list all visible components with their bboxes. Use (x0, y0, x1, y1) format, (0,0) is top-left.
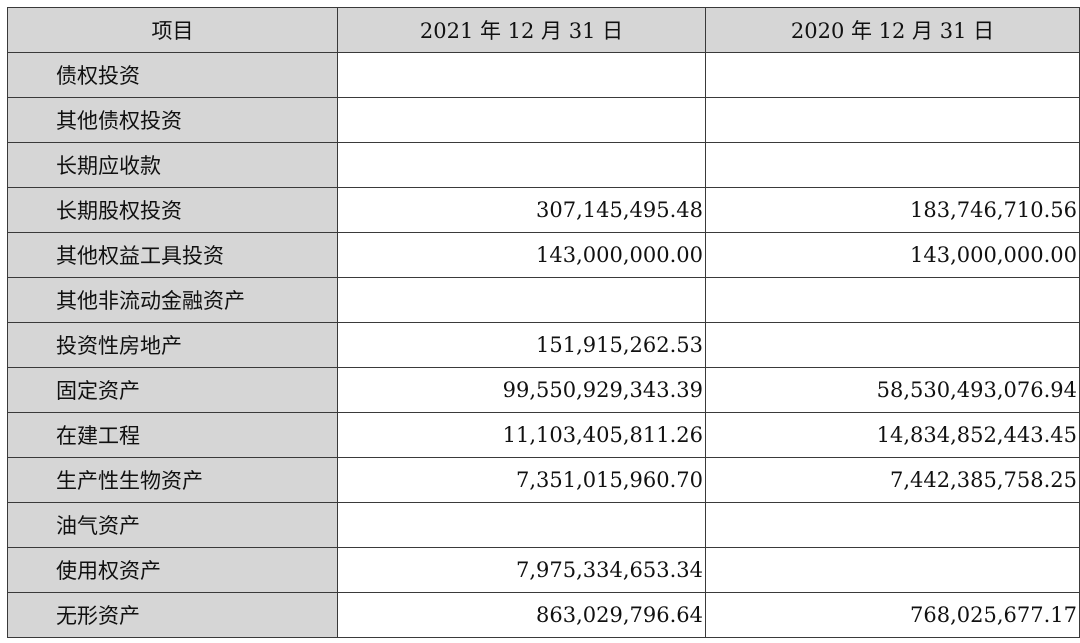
row-item-label: 长期应收款 (7, 142, 338, 188)
row-value-2021: 7,975,334,653.34 (337, 547, 706, 593)
table-row: 油气资产 (7, 502, 1080, 548)
table-header-row: 项目 2021 年 12 月 31 日 2020 年 12 月 31 日 (7, 7, 1080, 53)
row-value-2021 (337, 277, 706, 323)
row-value-2021: 11,103,405,811.26 (337, 412, 706, 458)
row-value-2020 (705, 277, 1080, 323)
row-item-label: 无形资产 (7, 592, 338, 638)
row-value-2021: 307,145,495.48 (337, 187, 706, 233)
row-value-2021 (337, 52, 706, 98)
row-item-label: 其他权益工具投资 (7, 232, 338, 278)
table-row: 固定资产 99,550,929,343.39 58,530,493,076.94 (7, 367, 1080, 413)
row-item-label: 固定资产 (7, 367, 338, 413)
table-row: 其他债权投资 (7, 97, 1080, 143)
table-row: 在建工程 11,103,405,811.26 14,834,852,443.45 (7, 412, 1080, 458)
row-item-label: 油气资产 (7, 502, 338, 548)
row-value-2020 (705, 142, 1080, 188)
table-row: 债权投资 (7, 52, 1080, 98)
table-row: 长期应收款 (7, 142, 1080, 188)
table-row: 投资性房地产 151,915,262.53 (7, 322, 1080, 368)
row-item-label: 生产性生物资产 (7, 457, 338, 503)
row-value-2020 (705, 547, 1080, 593)
row-item-label: 其他非流动金融资产 (7, 277, 338, 323)
header-item: 项目 (7, 7, 338, 53)
row-value-2020: 143,000,000.00 (705, 232, 1080, 278)
table-row: 使用权资产 7,975,334,653.34 (7, 547, 1080, 593)
row-value-2021 (337, 97, 706, 143)
row-value-2021: 151,915,262.53 (337, 322, 706, 368)
row-value-2021 (337, 142, 706, 188)
row-item-label: 投资性房地产 (7, 322, 338, 368)
row-value-2020 (705, 52, 1080, 98)
row-value-2020: 183,746,710.56 (705, 187, 1080, 233)
row-item-label: 使用权资产 (7, 547, 338, 593)
row-value-2021: 863,029,796.64 (337, 592, 706, 638)
row-value-2020 (705, 502, 1080, 548)
row-value-2020 (705, 322, 1080, 368)
table-row: 其他非流动金融资产 (7, 277, 1080, 323)
row-value-2020: 7,442,385,758.25 (705, 457, 1080, 503)
row-value-2021 (337, 502, 706, 548)
row-item-label: 其他债权投资 (7, 97, 338, 143)
table-row: 其他权益工具投资 143,000,000.00 143,000,000.00 (7, 232, 1080, 278)
table-row: 无形资产 863,029,796.64 768,025,677.17 (7, 592, 1080, 638)
row-value-2021: 99,550,929,343.39 (337, 367, 706, 413)
table-row: 长期股权投资 307,145,495.48 183,746,710.56 (7, 187, 1080, 233)
row-value-2020: 14,834,852,443.45 (705, 412, 1080, 458)
row-value-2021: 7,351,015,960.70 (337, 457, 706, 503)
row-item-label: 债权投资 (7, 52, 338, 98)
row-value-2021: 143,000,000.00 (337, 232, 706, 278)
row-item-label: 在建工程 (7, 412, 338, 458)
header-2020: 2020 年 12 月 31 日 (705, 7, 1080, 53)
row-value-2020 (705, 97, 1080, 143)
row-item-label: 长期股权投资 (7, 187, 338, 233)
table-row: 生产性生物资产 7,351,015,960.70 7,442,385,758.2… (7, 457, 1080, 503)
header-2021: 2021 年 12 月 31 日 (337, 7, 706, 53)
row-value-2020: 768,025,677.17 (705, 592, 1080, 638)
balance-sheet-table: 项目 2021 年 12 月 31 日 2020 年 12 月 31 日 债权投… (7, 7, 1080, 638)
row-value-2020: 58,530,493,076.94 (705, 367, 1080, 413)
